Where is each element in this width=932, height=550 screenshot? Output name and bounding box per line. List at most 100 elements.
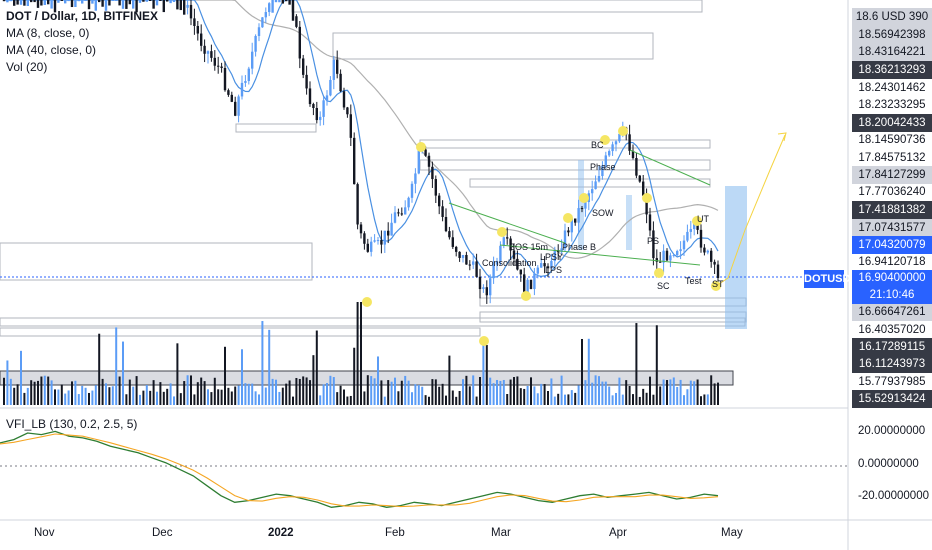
volume-bar [428,396,430,405]
volume-bar [587,338,590,405]
time-axis-label: Mar [491,527,511,539]
legend-ma40[interactable]: MA (40, close, 0) [6,43,97,57]
volume-bar [152,380,155,405]
volume-bar [472,375,475,405]
candle-body [332,59,335,80]
candle-body [84,0,87,1]
projection-path [715,134,786,287]
volume-bar [628,386,631,405]
volume-bar [516,376,519,405]
volume-bar [645,392,648,405]
candle-body [312,104,315,108]
candle-body [298,26,301,59]
volume-bar [302,376,305,405]
candle-body [295,16,298,27]
zone-box [0,327,481,337]
price-axis-label: 18.24301462 [858,82,926,94]
volume-bar [118,376,121,405]
candle-body [87,0,91,10]
candle-body [118,0,121,6]
legend-ma8[interactable]: MA (8, close, 0) [6,26,90,40]
volume-bar [394,377,396,405]
volume-bar [414,384,417,405]
candle-body [138,0,142,3]
candle-body [261,17,264,28]
candle-body [635,158,638,176]
volume-bar [479,376,481,405]
candle-body [108,0,111,6]
candle-body [47,0,50,5]
volume-bar [278,391,281,405]
ma8-path [4,0,719,278]
volume-bar [502,379,505,405]
candle-body [50,0,53,9]
volume-bar [689,380,692,405]
vfi-layer [0,430,719,508]
volume-bar [319,395,322,405]
zone-box [469,178,711,188]
candle-body [281,0,284,4]
volume-bar [128,379,131,405]
volume-bar [125,394,128,405]
candle-body [247,68,250,82]
volume-bar [26,387,29,405]
volume-bar [717,382,719,405]
projection-arrowhead [777,132,787,142]
volume-bar [105,383,107,405]
volume-bar [608,386,611,405]
candle-body [682,240,686,250]
candle-body [642,181,645,196]
volume-bar [400,380,403,405]
candle-body [101,0,104,7]
candle-body [376,240,380,242]
candle-body [461,254,465,258]
candle-body [387,230,390,236]
volume-bar [360,302,362,405]
legend-title[interactable]: DOT / Dollar, 1D, BITFINEX [6,9,159,23]
candle-body [98,0,101,3]
volume-bar [220,389,223,405]
volume-bar [156,391,158,405]
candle-body [417,150,420,174]
candle-body [614,141,618,145]
candle-body [305,74,308,89]
candle-body [179,0,182,11]
candle-body [274,0,278,3]
candle-body [448,231,451,238]
volume-bar [254,391,257,405]
candle-body [210,51,213,58]
highlight-dot [692,216,702,226]
volume-bar [638,396,641,405]
highlight-dot [618,126,628,136]
candle-body [519,269,522,275]
candle-body [193,18,196,26]
price-axis-label: 18.36213293 [852,61,932,79]
volume-bar [57,389,60,405]
candle-body [40,0,43,6]
legend-vol[interactable]: Vol (20) [6,60,48,74]
volume-bar [604,381,607,405]
candle-body [359,224,363,234]
candle-body [604,155,607,166]
volume-bar [88,392,90,405]
price-axis-label: 18.6 USD 390 [852,8,932,26]
volume-bar [353,347,356,405]
candle-body [458,251,461,258]
candle-body [669,255,672,261]
time-axis-label: 2022 [268,527,294,539]
volume-bar [540,383,543,405]
candle-body [482,287,485,290]
volume-bar [322,384,325,405]
candle-body [132,0,135,9]
volume-bar [241,349,243,405]
time-axis-label: May [721,527,743,539]
vfi-legend[interactable]: VFI_LB (130, 0.2, 2.5, 5) [6,417,138,431]
candle-body [577,208,580,223]
volume-bar [264,387,267,405]
candle-body [308,88,312,105]
price-axis-label: 15.52913424 [852,390,932,408]
candle-body [206,51,210,54]
candle-body [278,0,281,3]
volume-bar [326,383,328,405]
